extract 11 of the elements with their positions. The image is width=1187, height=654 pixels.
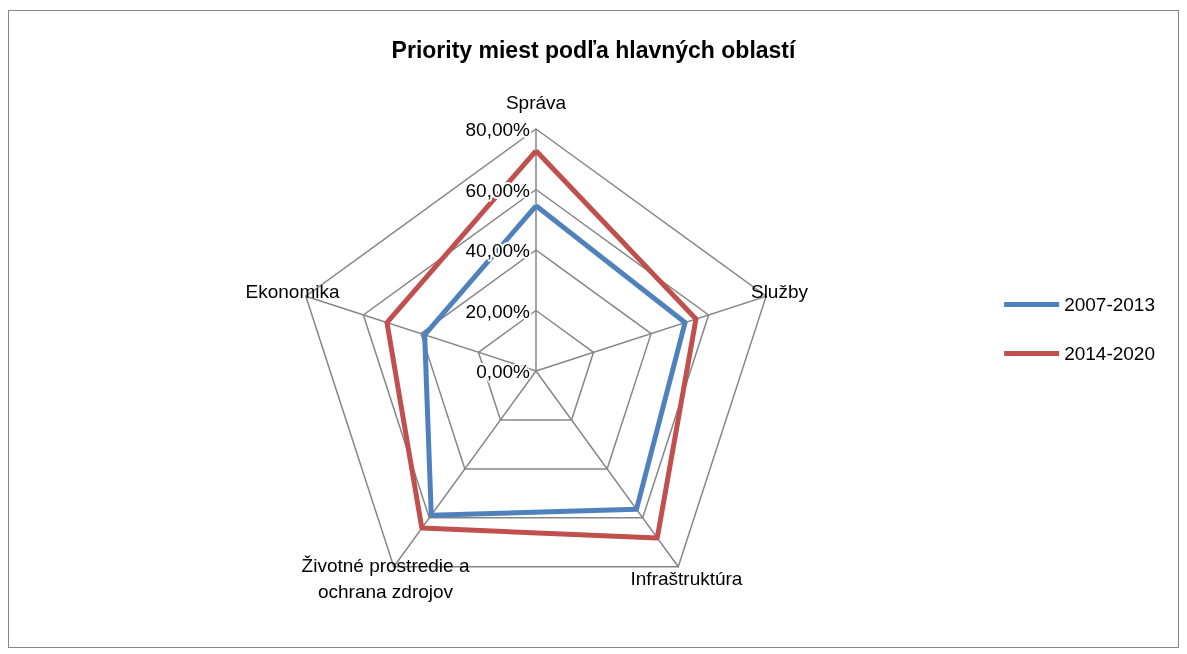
y-tick-label: 20,00% bbox=[465, 300, 531, 322]
spoke-label: Infraštruktúra bbox=[630, 567, 743, 589]
chart-title: Priority miest podľa hlavných oblastí bbox=[391, 36, 797, 63]
y-tick-label: 0,00% bbox=[476, 361, 531, 382]
spoke-label: Životné prostredie a ochrana zdrojov bbox=[301, 554, 470, 602]
legend-label: 2007-2013 bbox=[1064, 294, 1156, 315]
spoke-label: Ekonomika bbox=[245, 281, 340, 303]
spoke-label: Služby bbox=[750, 281, 809, 303]
y-tick-label: 80,00% bbox=[465, 119, 531, 140]
legend-label: 2014-2020 bbox=[1064, 343, 1156, 364]
spoke-label: Správa bbox=[505, 91, 567, 113]
